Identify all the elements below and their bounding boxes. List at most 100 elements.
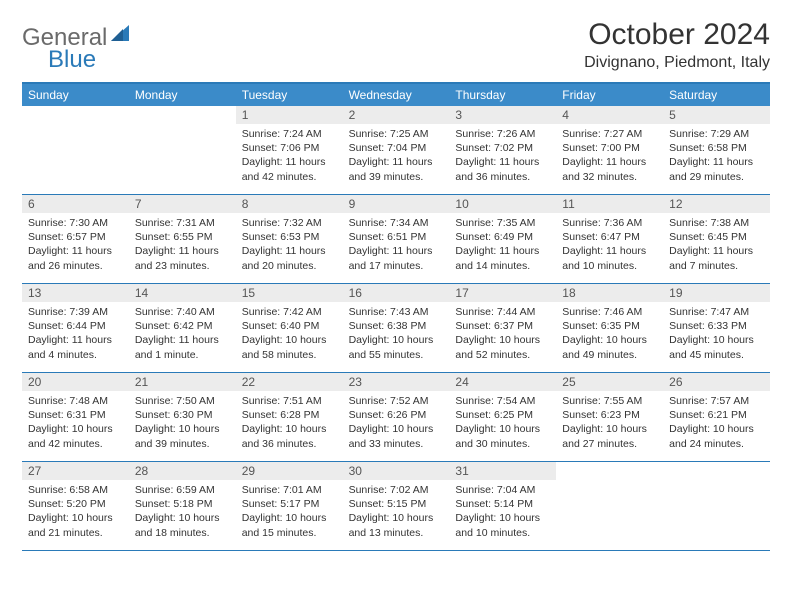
sunrise-text: Sunrise: 7:34 AM (349, 216, 444, 230)
daylight-text: Daylight: 10 hours and 33 minutes. (349, 422, 444, 450)
weekday-label: Sunday (22, 84, 129, 106)
daylight-text: Daylight: 10 hours and 45 minutes. (669, 333, 764, 361)
day-number: 30 (343, 462, 450, 480)
day-number: 25 (556, 373, 663, 391)
week-row: 27Sunrise: 6:58 AMSunset: 5:20 PMDayligh… (22, 462, 770, 551)
sunrise-text: Sunrise: 7:48 AM (28, 394, 123, 408)
daylight-text: Daylight: 10 hours and 52 minutes. (455, 333, 550, 361)
day-number: 12 (663, 195, 770, 213)
day-cell: 28Sunrise: 6:59 AMSunset: 5:18 PMDayligh… (129, 462, 236, 550)
weekday-label: Saturday (663, 84, 770, 106)
sunset-text: Sunset: 6:53 PM (242, 230, 337, 244)
day-body: Sunrise: 7:30 AMSunset: 6:57 PMDaylight:… (22, 213, 129, 279)
sunset-text: Sunset: 6:55 PM (135, 230, 230, 244)
day-body: Sunrise: 7:46 AMSunset: 6:35 PMDaylight:… (556, 302, 663, 368)
daylight-text: Daylight: 11 hours and 32 minutes. (562, 155, 657, 183)
sunrise-text: Sunrise: 7:40 AM (135, 305, 230, 319)
day-number: 19 (663, 284, 770, 302)
day-number: 16 (343, 284, 450, 302)
weeks-container: 1Sunrise: 7:24 AMSunset: 7:06 PMDaylight… (22, 106, 770, 551)
day-cell: 6Sunrise: 7:30 AMSunset: 6:57 PMDaylight… (22, 195, 129, 283)
daylight-text: Daylight: 10 hours and 24 minutes. (669, 422, 764, 450)
day-body: Sunrise: 7:35 AMSunset: 6:49 PMDaylight:… (449, 213, 556, 279)
daylight-text: Daylight: 11 hours and 42 minutes. (242, 155, 337, 183)
weekday-label: Friday (556, 84, 663, 106)
sunset-text: Sunset: 6:28 PM (242, 408, 337, 422)
daylight-text: Daylight: 11 hours and 7 minutes. (669, 244, 764, 272)
sunrise-text: Sunrise: 7:04 AM (455, 483, 550, 497)
daylight-text: Daylight: 11 hours and 26 minutes. (28, 244, 123, 272)
sunset-text: Sunset: 7:04 PM (349, 141, 444, 155)
sunset-text: Sunset: 6:44 PM (28, 319, 123, 333)
day-body: Sunrise: 7:52 AMSunset: 6:26 PMDaylight:… (343, 391, 450, 457)
day-number: 21 (129, 373, 236, 391)
sunset-text: Sunset: 5:14 PM (455, 497, 550, 511)
day-cell: 10Sunrise: 7:35 AMSunset: 6:49 PMDayligh… (449, 195, 556, 283)
day-number: 13 (22, 284, 129, 302)
sunset-text: Sunset: 6:37 PM (455, 319, 550, 333)
sunset-text: Sunset: 5:15 PM (349, 497, 444, 511)
daylight-text: Daylight: 10 hours and 30 minutes. (455, 422, 550, 450)
sunrise-text: Sunrise: 7:01 AM (242, 483, 337, 497)
day-body: Sunrise: 7:57 AMSunset: 6:21 PMDaylight:… (663, 391, 770, 457)
daylight-text: Daylight: 11 hours and 20 minutes. (242, 244, 337, 272)
sunset-text: Sunset: 6:30 PM (135, 408, 230, 422)
day-body: Sunrise: 7:34 AMSunset: 6:51 PMDaylight:… (343, 213, 450, 279)
day-number: 14 (129, 284, 236, 302)
day-cell (22, 106, 129, 194)
day-number: 1 (236, 106, 343, 124)
day-cell: 16Sunrise: 7:43 AMSunset: 6:38 PMDayligh… (343, 284, 450, 372)
sunrise-text: Sunrise: 7:44 AM (455, 305, 550, 319)
sunset-text: Sunset: 6:31 PM (28, 408, 123, 422)
day-cell: 31Sunrise: 7:04 AMSunset: 5:14 PMDayligh… (449, 462, 556, 550)
sunset-text: Sunset: 5:18 PM (135, 497, 230, 511)
day-cell (556, 462, 663, 550)
daylight-text: Daylight: 10 hours and 13 minutes. (349, 511, 444, 539)
month-title: October 2024 (584, 18, 770, 52)
day-cell: 11Sunrise: 7:36 AMSunset: 6:47 PMDayligh… (556, 195, 663, 283)
sunset-text: Sunset: 7:00 PM (562, 141, 657, 155)
sunrise-text: Sunrise: 7:50 AM (135, 394, 230, 408)
day-number: 23 (343, 373, 450, 391)
daylight-text: Daylight: 11 hours and 4 minutes. (28, 333, 123, 361)
day-number: 18 (556, 284, 663, 302)
sunrise-text: Sunrise: 7:42 AM (242, 305, 337, 319)
day-body: Sunrise: 7:26 AMSunset: 7:02 PMDaylight:… (449, 124, 556, 190)
sunset-text: Sunset: 6:58 PM (669, 141, 764, 155)
day-cell: 13Sunrise: 7:39 AMSunset: 6:44 PMDayligh… (22, 284, 129, 372)
day-number: 7 (129, 195, 236, 213)
sunset-text: Sunset: 6:51 PM (349, 230, 444, 244)
day-body: Sunrise: 7:29 AMSunset: 6:58 PMDaylight:… (663, 124, 770, 190)
day-body: Sunrise: 7:54 AMSunset: 6:25 PMDaylight:… (449, 391, 556, 457)
day-body: Sunrise: 7:40 AMSunset: 6:42 PMDaylight:… (129, 302, 236, 368)
day-cell: 22Sunrise: 7:51 AMSunset: 6:28 PMDayligh… (236, 373, 343, 461)
day-cell: 5Sunrise: 7:29 AMSunset: 6:58 PMDaylight… (663, 106, 770, 194)
day-number: 15 (236, 284, 343, 302)
daylight-text: Daylight: 10 hours and 36 minutes. (242, 422, 337, 450)
day-body: Sunrise: 7:42 AMSunset: 6:40 PMDaylight:… (236, 302, 343, 368)
brand-part2: Blue (48, 46, 96, 73)
sunrise-text: Sunrise: 7:46 AM (562, 305, 657, 319)
day-cell: 1 Sunrise: 7:24 AMSunset: 7:06 PMDaylight… (236, 106, 343, 194)
day-number: 6 (22, 195, 129, 213)
sunset-text: Sunset: 6:33 PM (669, 319, 764, 333)
day-cell: 4Sunrise: 7:27 AMSunset: 7:00 PMDaylight… (556, 106, 663, 194)
day-body: Sunrise: 7:27 AMSunset: 7:00 PMDaylight:… (556, 124, 663, 190)
day-cell: 19Sunrise: 7:47 AMSunset: 6:33 PMDayligh… (663, 284, 770, 372)
sunset-text: Sunset: 6:23 PM (562, 408, 657, 422)
daylight-text: Daylight: 10 hours and 10 minutes. (455, 511, 550, 539)
day-cell: 9Sunrise: 7:34 AMSunset: 6:51 PMDaylight… (343, 195, 450, 283)
day-body: Sunrise: 7:55 AMSunset: 6:23 PMDaylight:… (556, 391, 663, 457)
day-body: Sunrise: 7:48 AMSunset: 6:31 PMDaylight:… (22, 391, 129, 457)
sunrise-text: Sunrise: 7:24 AM (242, 127, 337, 141)
day-cell: 17Sunrise: 7:44 AMSunset: 6:37 PMDayligh… (449, 284, 556, 372)
day-body: Sunrise: 7:25 AMSunset: 7:04 PMDaylight:… (343, 124, 450, 190)
day-cell: 25Sunrise: 7:55 AMSunset: 6:23 PMDayligh… (556, 373, 663, 461)
day-number: 8 (236, 195, 343, 213)
day-number: 22 (236, 373, 343, 391)
day-body: Sunrise: 7:51 AMSunset: 6:28 PMDaylight:… (236, 391, 343, 457)
day-body: Sunrise: 7:32 AMSunset: 6:53 PMDaylight:… (236, 213, 343, 279)
sunset-text: Sunset: 7:06 PM (242, 141, 337, 155)
sunset-text: Sunset: 6:35 PM (562, 319, 657, 333)
day-cell (663, 462, 770, 550)
